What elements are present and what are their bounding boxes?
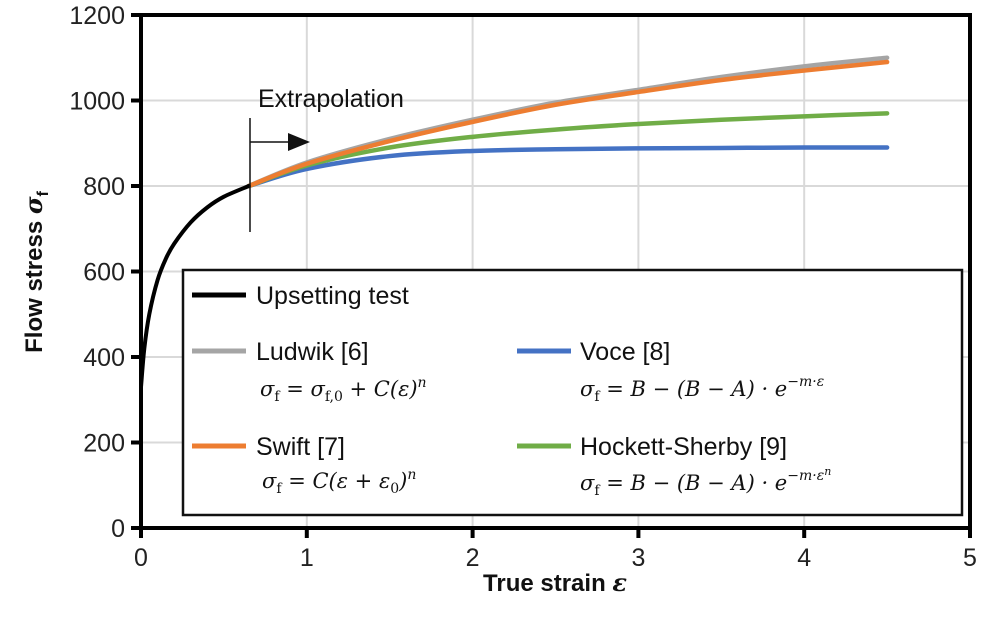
legend-label-swift: Swift [7]: [256, 433, 345, 461]
y-tick-label: 400: [83, 344, 125, 372]
legend-box: [181, 268, 964, 517]
series-voce: [246, 145, 890, 189]
x-axis-title: True strain ε: [483, 568, 627, 597]
series-ludwik: [246, 55, 890, 189]
data-series: [139, 55, 890, 389]
legend-equation-swift: σf = C(ε + ε0)n: [262, 467, 416, 497]
arrow-right-icon: [288, 133, 310, 151]
x-tick-label: 4: [797, 544, 811, 572]
y-tick-label: 1200: [69, 2, 125, 30]
y-tick-label: 600: [83, 259, 125, 287]
x-tick-label: 3: [631, 544, 645, 572]
legend: Upsetting test Ludwik [6] σf = σf,0 + C(…: [181, 268, 964, 517]
y-tick-label: 800: [83, 173, 125, 201]
series-swift: [246, 59, 890, 189]
legend-equation-hockett-sherby: σf = B − (B − A) · e−m·εn: [580, 465, 831, 499]
axes: 0 200 400 600 800 1000 1200 0 1 2 3 4 5: [69, 2, 977, 572]
x-tick-label: 2: [466, 544, 480, 572]
y-tick-label: 0: [111, 515, 125, 543]
y-tick-label: 200: [83, 430, 125, 458]
legend-label-upsetting: Upsetting test: [256, 282, 409, 310]
legend-label-hockett-sherby: Hockett-Sherby [9]: [580, 433, 787, 461]
x-tick-label: 1: [300, 544, 314, 572]
legend-equation-ludwik: σf = σf,0 + C(ε)n: [260, 375, 427, 405]
extrapolation-label: Extrapolation: [258, 85, 404, 113]
x-tick-label: 0: [134, 544, 148, 572]
series-hockett-sherby: [246, 111, 890, 189]
x-tick-label: 5: [963, 544, 977, 572]
y-tick-label: 1000: [69, 88, 125, 116]
y-axis-title: Flow stress σf: [19, 190, 52, 352]
legend-equation-voce: σf = B − (B − A) · e−m·ε: [580, 374, 824, 405]
legend-label-ludwik: Ludwik [6]: [256, 338, 369, 366]
extrapolation-annotation: Extrapolation: [249, 85, 404, 232]
series-upsetting: [139, 184, 251, 389]
legend-label-voce: Voce [8]: [580, 338, 670, 366]
